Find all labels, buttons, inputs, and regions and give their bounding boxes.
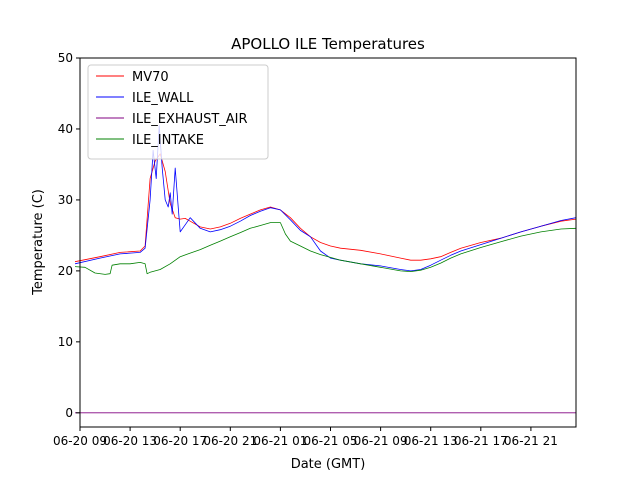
y-tick-label: 30 [58,193,73,207]
legend-label-ile-intake: ILE_INTAKE [132,133,204,148]
y-axis: 0 10 20 30 40 50 [58,51,80,420]
x-tick-label: 06-21 01 [253,434,307,448]
x-tick-label: 06-20 17 [153,434,207,448]
x-tick-label: 06-21 21 [504,434,558,448]
y-tick-label: 50 [58,51,73,65]
legend-label-ile-wall: ILE_WALL [132,91,194,106]
x-tick-label: 06-20 21 [203,434,257,448]
y-axis-label: Temperature (C) [31,189,46,296]
x-axis-label: Date (GMT) [291,457,366,472]
plot-area [79,57,577,428]
legend-label-ile-exhaust-air: ILE_EXHAUST_AIR [132,112,248,127]
y-tick-label: 20 [58,264,73,278]
y-tick-label: 40 [58,122,73,136]
series-line-ile-intake [74,222,577,275]
x-tick-label: 06-21 05 [304,434,358,448]
y-tick-label: 0 [65,406,73,420]
series-line-mv70 [74,153,577,263]
chart-title: APOLLO ILE Temperatures [231,35,425,53]
plot-series [74,125,577,414]
legend-box [87,64,269,160]
x-tick-label: 06-21 09 [354,434,408,448]
x-tick-label: 06-21 17 [454,434,508,448]
y-tick-label: 10 [58,335,73,349]
x-tick-label: 06-20 09 [53,434,107,448]
legend: MV70 ILE_WALL ILE_EXHAUST_AIR ILE_INTAKE [87,64,269,160]
x-tick-label: 06-21 13 [404,434,458,448]
legend-label-mv70: MV70 [132,70,169,85]
x-tick-label: 06-20 13 [103,434,157,448]
